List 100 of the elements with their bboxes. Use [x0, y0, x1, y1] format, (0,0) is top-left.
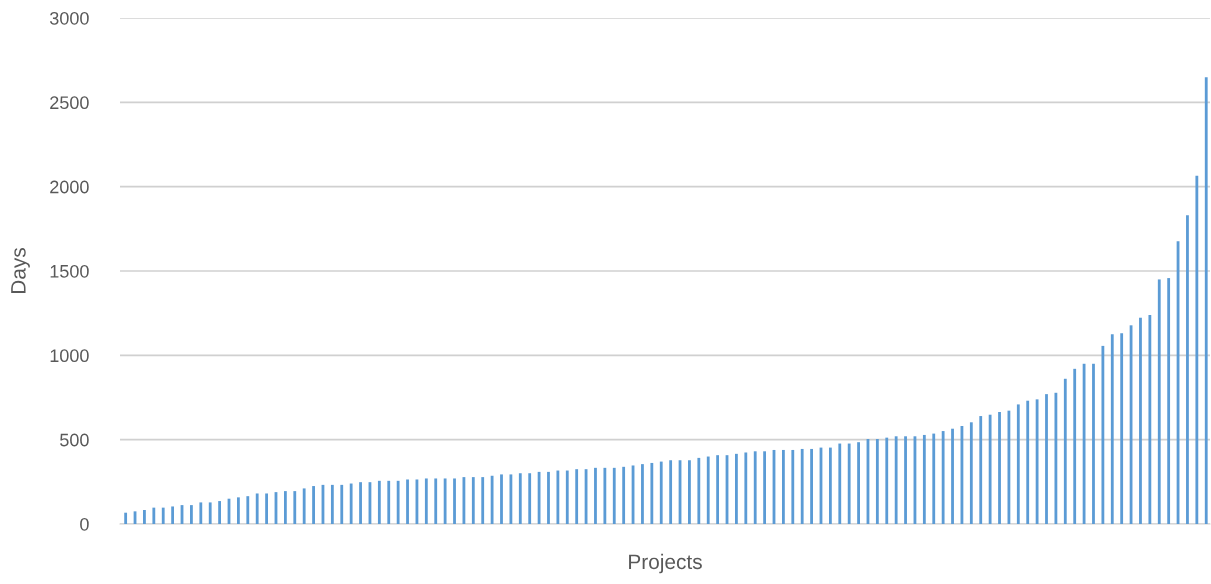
bar	[1063, 378, 1067, 524]
bar	[518, 473, 522, 524]
bar	[810, 448, 813, 524]
bar	[471, 477, 475, 524]
bar	[594, 467, 597, 524]
bar	[735, 453, 738, 524]
bar	[556, 470, 560, 524]
bar	[1026, 400, 1030, 524]
bar	[988, 414, 992, 524]
bar	[1139, 317, 1142, 524]
bar	[312, 486, 315, 524]
bar	[246, 496, 250, 524]
bar	[1016, 404, 1020, 524]
y-axis-title: Days	[11, 248, 30, 294]
bar	[255, 493, 259, 524]
bar	[208, 502, 212, 524]
bar	[396, 480, 400, 524]
bar	[612, 467, 616, 524]
bar	[875, 438, 879, 524]
bar	[481, 477, 485, 524]
bar	[697, 457, 701, 524]
bar	[847, 443, 851, 524]
bar	[838, 443, 842, 524]
bar	[236, 497, 240, 524]
bar	[857, 442, 860, 524]
y-tick-label: 2500	[50, 96, 89, 110]
bar	[509, 474, 513, 524]
bar	[190, 505, 193, 524]
bar	[199, 502, 203, 524]
bar	[1204, 77, 1208, 524]
bar	[669, 460, 673, 524]
bar	[359, 482, 362, 524]
bar	[377, 480, 381, 524]
y-tick-label: 1000	[50, 349, 89, 363]
bar	[434, 478, 438, 524]
bar	[143, 510, 146, 524]
bar	[622, 466, 626, 524]
bar	[171, 506, 175, 524]
bar	[500, 474, 503, 524]
bar	[453, 478, 456, 524]
bar	[302, 488, 306, 524]
bar	[641, 464, 644, 524]
bar	[1101, 345, 1105, 524]
bar	[1092, 363, 1095, 524]
bar	[1073, 368, 1077, 524]
bar	[424, 478, 428, 524]
bar	[941, 431, 945, 524]
bar	[528, 473, 532, 524]
bar	[490, 475, 494, 524]
bar	[753, 451, 757, 524]
bar	[800, 448, 804, 524]
bar	[979, 416, 983, 524]
y-tick-label: 3000	[49, 11, 89, 25]
bar	[603, 467, 607, 524]
bar	[1157, 279, 1161, 524]
bar	[265, 493, 268, 524]
y-tick-label: 2000	[50, 180, 89, 194]
bar	[1167, 278, 1171, 524]
bar	[763, 451, 767, 524]
bar	[1045, 394, 1048, 524]
bar	[744, 452, 748, 524]
bar	[659, 461, 663, 524]
bar	[565, 470, 569, 524]
bar	[443, 478, 447, 524]
bar	[885, 437, 889, 524]
bar	[1186, 215, 1189, 524]
bar	[547, 471, 550, 524]
bar	[650, 462, 654, 524]
bar	[1148, 315, 1152, 524]
bar	[1195, 175, 1199, 524]
y-tick-label: 1500	[50, 264, 89, 278]
bar	[706, 456, 710, 524]
bar	[161, 507, 165, 524]
bar	[340, 484, 344, 524]
bar	[716, 455, 720, 524]
y-tick-label: 500	[60, 433, 89, 447]
bar	[152, 507, 156, 524]
bar	[932, 433, 936, 524]
bar	[998, 412, 1001, 524]
bar	[218, 501, 222, 524]
bar	[575, 469, 579, 524]
bar	[293, 491, 297, 524]
bar	[969, 422, 973, 524]
bar	[330, 484, 334, 524]
bar	[1120, 333, 1124, 524]
bar	[1110, 334, 1114, 524]
bar	[688, 460, 691, 524]
bar	[124, 512, 128, 524]
bar	[283, 491, 287, 524]
bar	[1035, 399, 1039, 524]
bar	[781, 449, 785, 524]
bar	[791, 449, 795, 524]
bar	[349, 483, 353, 524]
bar	[922, 434, 926, 524]
bar	[387, 480, 391, 524]
bar	[406, 479, 409, 524]
bar	[951, 428, 954, 524]
x-axis-title: Projects	[629, 553, 702, 574]
bar	[828, 447, 832, 524]
bar	[904, 436, 907, 524]
